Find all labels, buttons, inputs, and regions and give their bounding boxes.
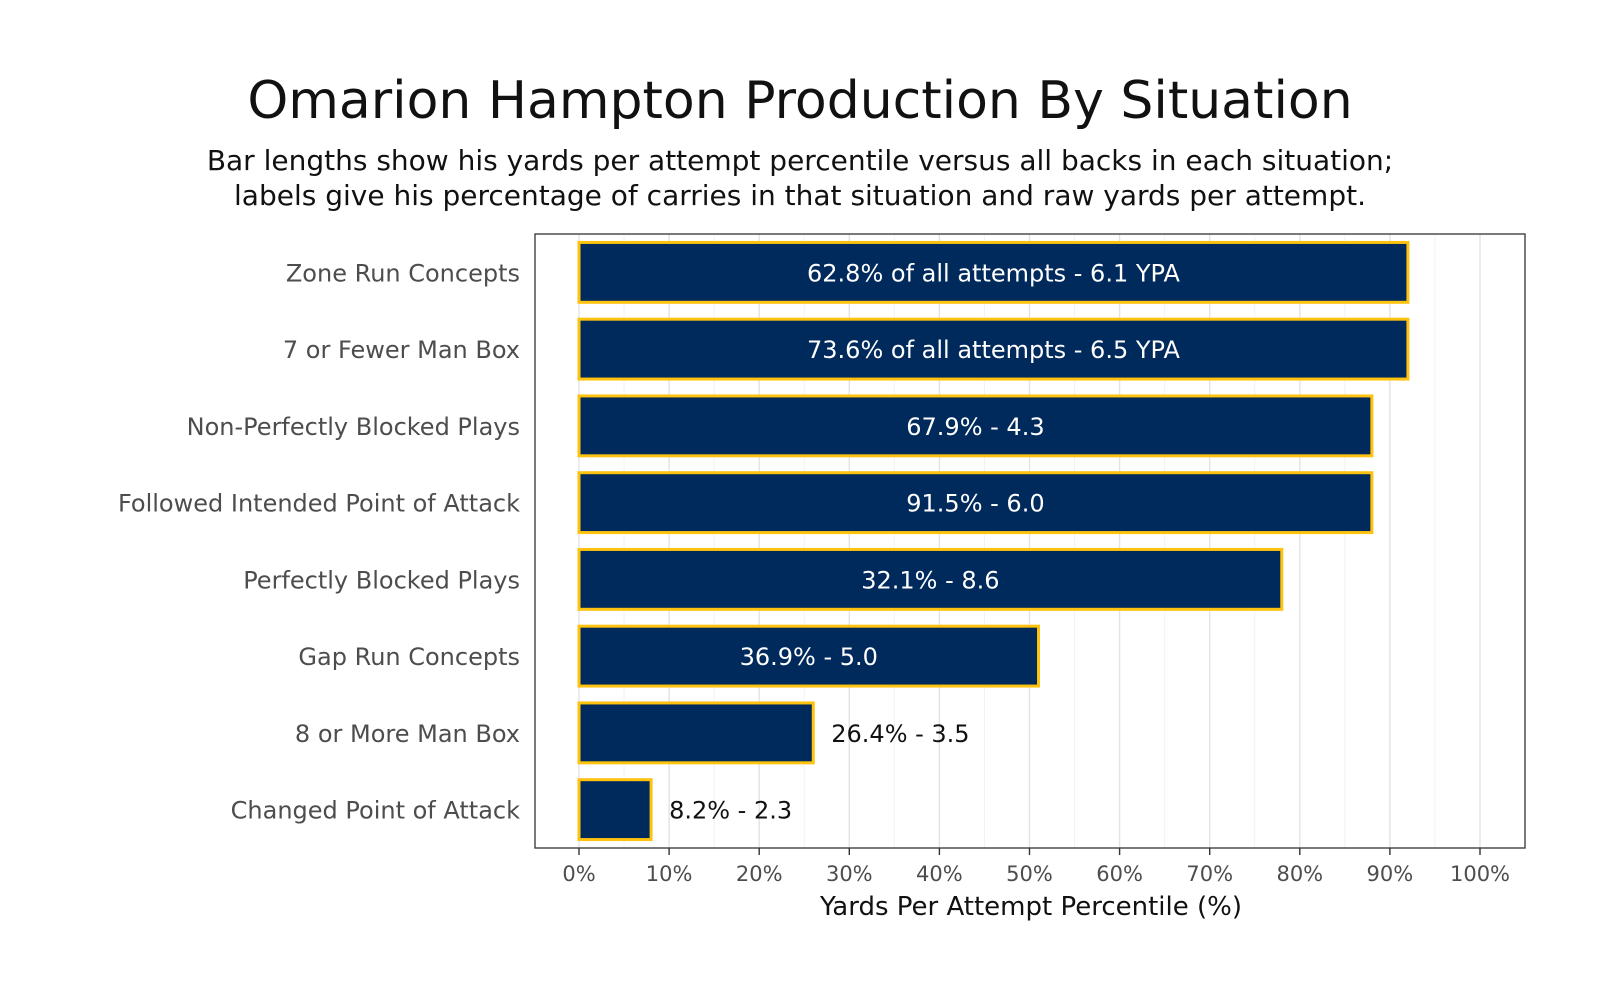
bar-data-label: 26.4% - 3.5 — [831, 720, 969, 748]
x-tick-label: 70% — [1186, 862, 1233, 886]
x-tick-label: 100% — [1450, 862, 1510, 886]
chart-subtitle-line-1: Bar lengths show his yards per attempt p… — [207, 144, 1393, 177]
x-tick-label: 80% — [1276, 862, 1323, 886]
category-label: Followed Intended Point of Attack — [118, 490, 520, 518]
bar — [577, 394, 1374, 458]
category-label: Perfectly Blocked Plays — [243, 566, 520, 594]
bar-data-label: 62.8% of all attempts - 6.1 YPA — [807, 259, 1180, 287]
category-label: 8 or More Man Box — [295, 720, 520, 748]
bar-data-label: 8.2% - 2.3 — [669, 797, 792, 825]
x-tick-label: 30% — [826, 862, 873, 886]
category-label: Zone Run Concepts — [286, 259, 520, 287]
category-label: 7 or Fewer Man Box — [283, 336, 520, 364]
bar-data-label: 36.9% - 5.0 — [740, 643, 878, 671]
chart-subtitle-line-2: labels give his percentage of carries in… — [234, 179, 1366, 212]
category-label: Non-Perfectly Blocked Plays — [187, 413, 520, 441]
x-tick-label: 10% — [646, 862, 693, 886]
bar — [577, 240, 1410, 304]
x-tick-label: 20% — [736, 862, 783, 886]
x-tick-label: 90% — [1367, 862, 1414, 886]
bar — [577, 471, 1374, 535]
bar-labels: 62.8% of all attempts - 6.1 YPA 73.6% of … — [669, 259, 1180, 824]
bar — [577, 547, 1284, 611]
bar — [577, 701, 815, 765]
x-axis-ticks: 0% 10% 20% 30% 40% 50% 60% 70% 80% 90% 100% — [562, 848, 1510, 886]
x-tick-label: 50% — [1006, 862, 1053, 886]
x-axis-title: Yards Per Attempt Percentile (%) — [819, 892, 1242, 922]
category-labels: Zone Run Concepts 7 or Fewer Man Box Non-P… — [118, 259, 520, 824]
category-label: Changed Point of Attack — [231, 797, 520, 825]
bar-data-label: 91.5% - 6.0 — [906, 490, 1044, 518]
bar — [577, 317, 1410, 381]
x-tick-label: 40% — [916, 862, 963, 886]
bar-data-label: 67.9% - 4.3 — [906, 413, 1044, 441]
bar — [577, 778, 653, 842]
category-label: Gap Run Concepts — [298, 643, 520, 671]
bars — [577, 240, 1410, 842]
bar — [577, 624, 1041, 688]
x-tick-label: 60% — [1096, 862, 1143, 886]
bar-data-label: 73.6% of all attempts - 6.5 YPA — [807, 336, 1180, 364]
chart-title: Omarion Hampton Production By Situation — [247, 71, 1352, 131]
x-tick-label: 0% — [562, 862, 595, 886]
bar-data-label: 32.1% - 8.6 — [861, 566, 999, 594]
